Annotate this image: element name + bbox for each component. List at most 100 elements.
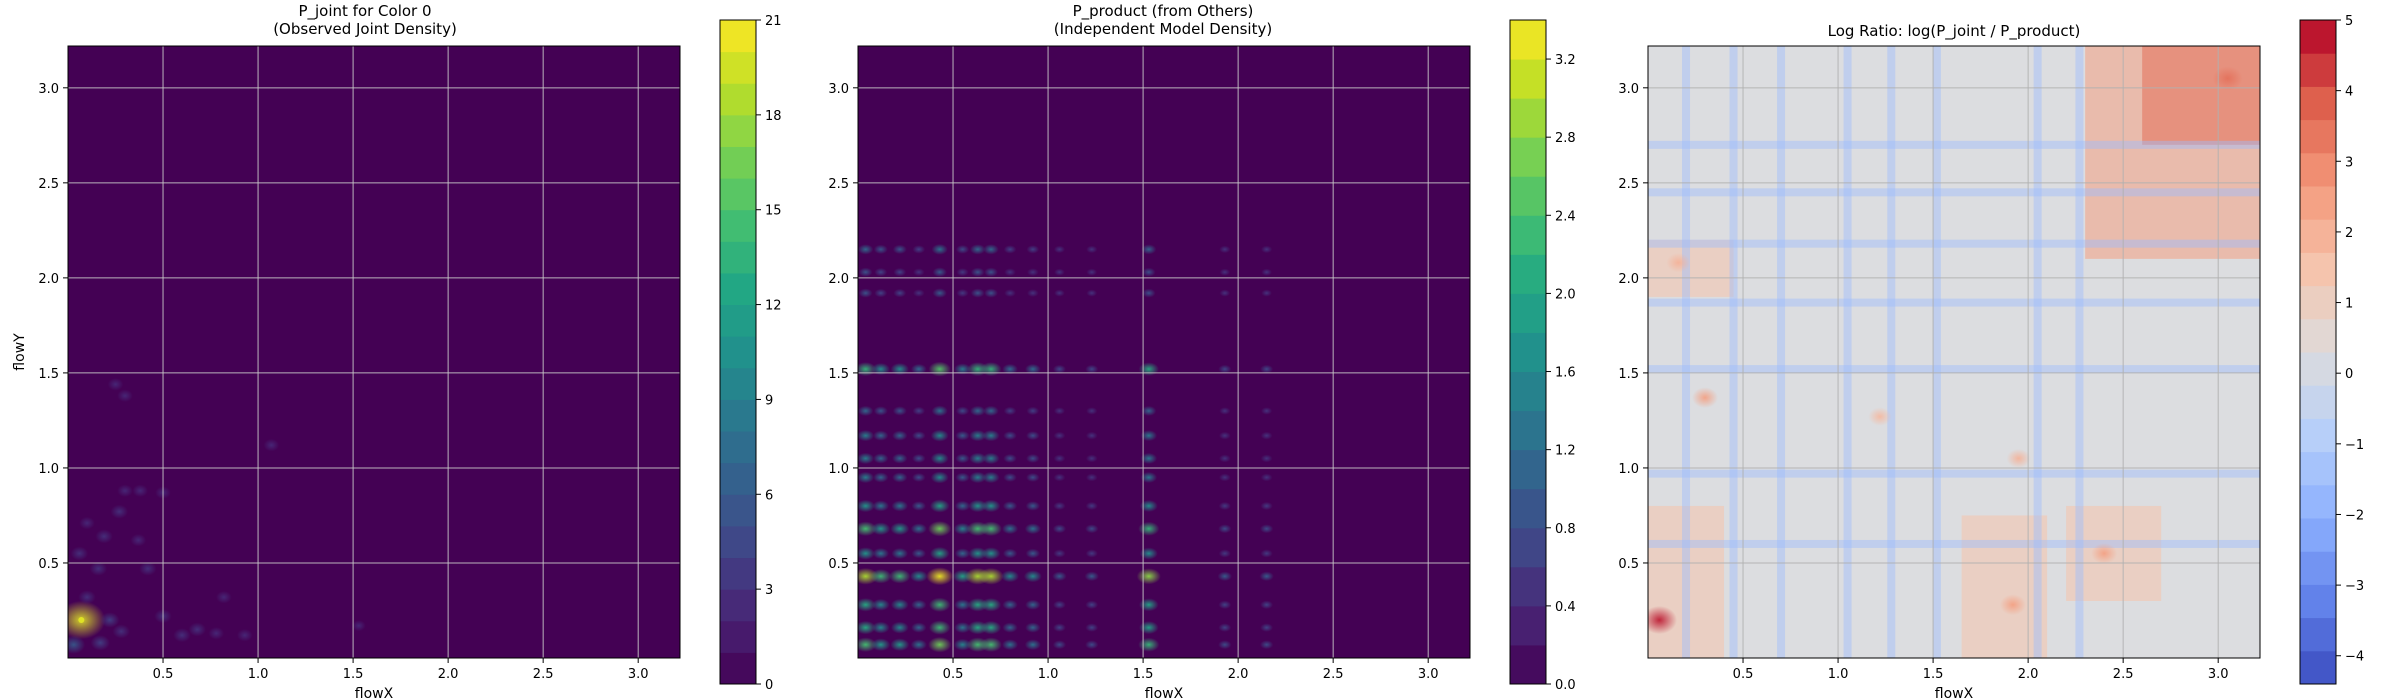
chart-1-hotspot-0	[68, 600, 106, 640]
chart-2-cell-179	[1086, 245, 1098, 254]
chart-2-x-axis: 0.5 1.0 1.5 2.0 2.5 3.0	[943, 658, 1439, 682]
chart-3-colorbar-ticks: −4 −3 −2 −1 0 1 2 3 4 5	[2336, 14, 2364, 665]
chart-2-cell-156	[1053, 501, 1066, 511]
chart-3-colorbar-tick-label-9: 5	[2345, 14, 2353, 29]
chart-1-y-axis: 0.5 1.0 1.5 2.0 2.5 3.0	[38, 82, 68, 572]
chart-3-colorbar-band-15	[2300, 152, 2336, 187]
chart-2-cell-31	[890, 621, 909, 634]
chart-3-blue-column-1	[1729, 46, 1738, 658]
chart-1-colorbar-band-8	[720, 399, 756, 432]
chart-2-cell-178	[1086, 268, 1098, 276]
chart-3-blue-column-2	[1777, 46, 1786, 658]
chart-3-blue-row-3	[1648, 298, 2260, 307]
chart-2-cell-166	[1085, 623, 1099, 632]
chart-1-y-tick-label-2: 1.5	[38, 367, 59, 382]
chart-2-cell-106	[980, 620, 1002, 635]
chart-2-cell-119	[983, 244, 999, 255]
chart-2-y-tick-label-5: 3.0	[828, 82, 849, 97]
chart-3-colorbar-band-8	[2300, 385, 2336, 419]
chart-2-cell-114	[982, 429, 1000, 442]
chart-2-cell-38	[892, 453, 908, 464]
chart-1-hotspot-11	[130, 533, 147, 547]
chart-2-cell-110	[980, 521, 1002, 537]
chart-2-colorbar-band-11	[1510, 215, 1546, 255]
chart-1-colorbar-band-18	[720, 83, 756, 116]
chart-2-cell-169	[1085, 549, 1098, 558]
chart-3-x-tick-label-5: 3.0	[2208, 667, 2229, 682]
chart-3-blue-column-0	[1682, 46, 1691, 658]
chart-3-blue-row-6	[1648, 140, 2260, 149]
chart-2-cell-115	[983, 405, 999, 417]
chart-panel-1: P_joint for Color 0 (Observed Joint Dens…	[12, 2, 782, 700]
chart-3-x-tick-label-4: 2.5	[2113, 667, 2134, 682]
chart-3-blue-column-6	[2033, 46, 2042, 658]
chart-2-cell-205	[1219, 407, 1231, 415]
chart-2-cell-48	[909, 570, 928, 583]
chart-2-cell-103	[970, 267, 985, 277]
chart-panel-2: P_product (from Others) (Independent Mod…	[828, 2, 1575, 700]
chart-2-cell-122	[1002, 599, 1018, 610]
chart-2-cell-207	[1219, 289, 1231, 297]
chart-2-cell-29	[873, 244, 888, 255]
chart-2-cell-45	[910, 639, 927, 651]
chart-2-cell-111	[981, 499, 1001, 513]
chart-3-colorbar-tick-label-8: 4	[2345, 85, 2353, 100]
chart-2-cell-16	[871, 621, 890, 634]
chart-2-cell-209	[1219, 245, 1231, 254]
chart-2-colorbar-tick-label-3: 1.2	[1555, 444, 1576, 459]
chart-2-cell-151	[1053, 623, 1066, 632]
chart-2-y-tick-label-0: 0.5	[828, 557, 849, 572]
chart-2-cell-219	[1260, 431, 1273, 440]
chart-2-y-tick-label-1: 1.0	[828, 462, 849, 477]
chart-2-x-tick-label-4: 2.5	[1323, 667, 1344, 682]
chart-3-spot-0	[1648, 605, 1677, 635]
chart-2-cell-116	[980, 362, 1002, 377]
chart-3-x-axis: 0.5 1.0 1.5 2.0 2.5 3.0	[1733, 658, 2229, 682]
chart-2-cell-144	[1026, 431, 1040, 441]
chart-2-cell-37	[892, 472, 908, 483]
chart-3-blue-row-0	[1648, 539, 2260, 548]
chart-2-cell-157	[1053, 473, 1066, 482]
chart-1-x-tick-label-4: 2.5	[533, 667, 554, 682]
chart-1-hotspot-12	[139, 561, 157, 576]
chart-2-cell-44	[892, 244, 907, 255]
chart-3-colorbar-band-14	[2300, 186, 2336, 220]
chart-2-colorbar-band-4	[1510, 488, 1546, 529]
chart-2-cell-5	[858, 521, 877, 537]
chart-2-cell-102	[970, 288, 985, 298]
chart-2-cell-74	[931, 243, 948, 255]
chart-2-cell-15	[871, 638, 891, 652]
chart-1-colorbar-band-11	[720, 304, 756, 337]
chart-2-cell-56	[910, 363, 927, 375]
chart-2-cell-36	[891, 500, 909, 512]
chart-2-cell-72	[932, 288, 947, 298]
chart-3-colorbar-band-6	[2300, 451, 2336, 486]
chart-2-cell-84	[955, 430, 970, 441]
chart-1-colorbar-band-16	[720, 146, 756, 179]
chart-2-cell-40	[892, 406, 907, 416]
chart-3-colorbar-band-11	[2300, 285, 2336, 320]
chart-2-cell-128	[1003, 453, 1017, 463]
chart-2-cell-75	[953, 638, 972, 651]
chart-2-x-tick-label-3: 2.0	[1228, 667, 1249, 682]
chart-2-cell-14	[858, 244, 874, 255]
chart-3-colorbar-band-7	[2300, 418, 2336, 453]
chart-2-cell-6	[858, 499, 875, 513]
chart-1-colorbar-tick-label-7: 21	[765, 14, 782, 29]
chart-2-cell-194	[1141, 244, 1157, 255]
chart-1-grid	[68, 46, 680, 658]
chart-2-cell-24	[873, 430, 889, 441]
chart-2-cell-218	[1260, 454, 1273, 463]
chart-2-cell-105	[980, 637, 1002, 652]
chart-2-cell-181	[1138, 621, 1159, 635]
chart-2-cell-104	[970, 244, 986, 255]
chart-2-cell-160	[1053, 407, 1066, 415]
chart-2-cell-154	[1053, 549, 1066, 558]
chart-2-cell-13	[858, 267, 873, 277]
chart-2-cell-188	[1140, 452, 1158, 464]
chart-1-x-tick-label-5: 3.0	[628, 667, 649, 682]
chart-1-colorbar-band-14	[720, 209, 756, 242]
chart-2-cell-198	[1217, 571, 1232, 582]
chart-2-cell-142	[1026, 472, 1040, 482]
chart-2-cell-60	[928, 636, 952, 653]
